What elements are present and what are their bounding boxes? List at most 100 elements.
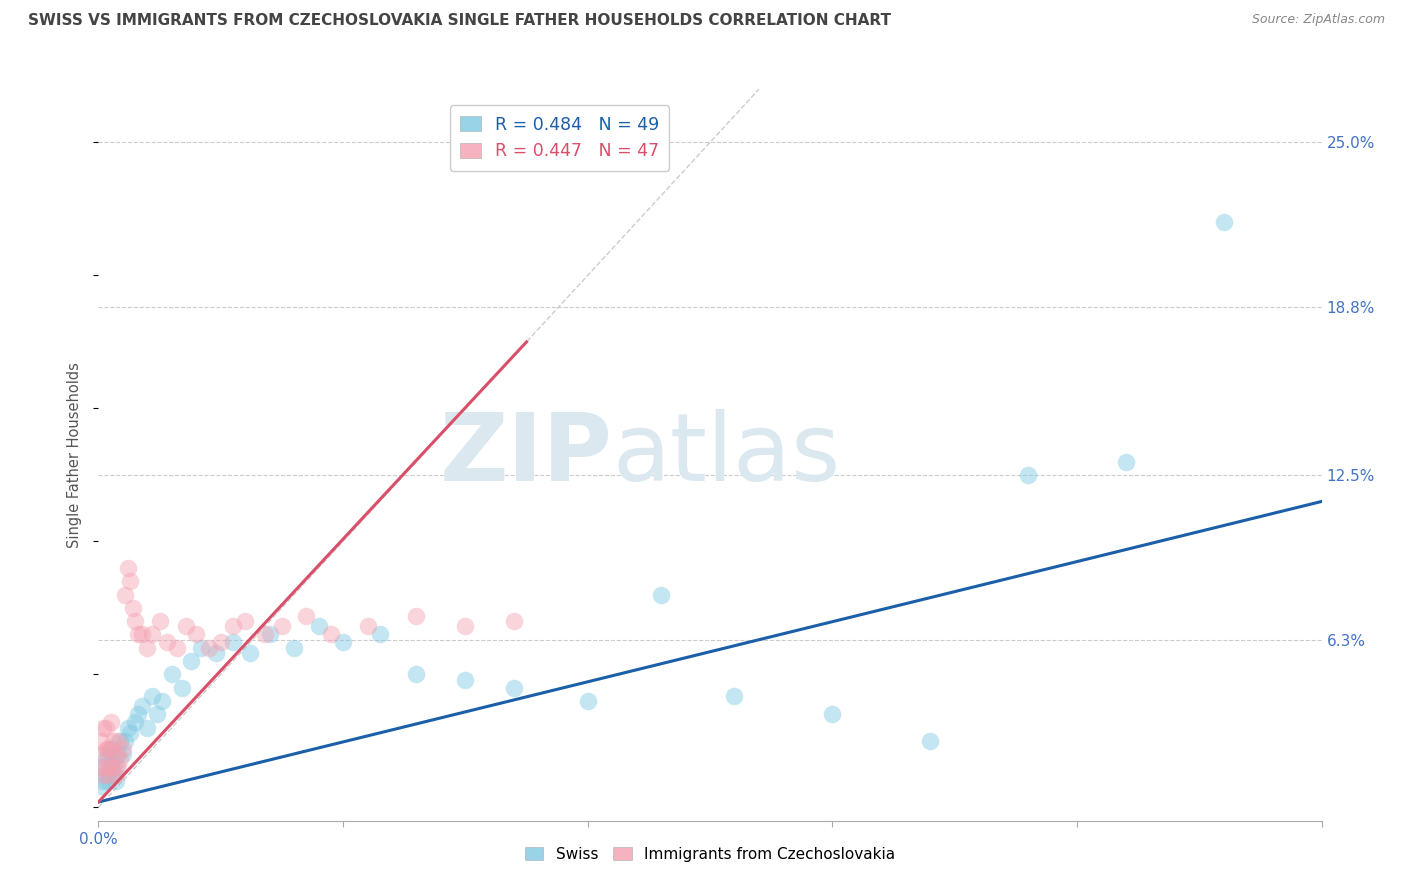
Point: [104, 760, 127, 774]
Point: [295, 608, 318, 623]
Point: [101, 734, 124, 748]
Point: [150, 694, 173, 708]
Point: [91, 760, 114, 774]
Point: [111, 747, 134, 761]
Point: [136, 640, 159, 655]
Text: ZIP: ZIP: [439, 409, 612, 501]
Point: [503, 614, 526, 628]
Point: [405, 667, 427, 681]
Point: [124, 614, 146, 628]
Point: [104, 768, 127, 782]
Point: [97, 768, 120, 782]
Point: [110, 734, 132, 748]
Legend: Swiss, Immigrants from Czechoslovakia: Swiss, Immigrants from Czechoslovakia: [519, 840, 901, 868]
Text: atlas: atlas: [612, 409, 841, 501]
Point: [97, 741, 120, 756]
Point: [141, 689, 163, 703]
Point: [239, 646, 262, 660]
Point: [146, 707, 169, 722]
Point: [821, 707, 844, 722]
Point: [1115, 454, 1137, 468]
Point: [270, 619, 294, 633]
Point: [124, 715, 146, 730]
Point: [209, 635, 232, 649]
Point: [117, 561, 139, 575]
Point: [117, 721, 139, 735]
Point: [222, 635, 245, 649]
Point: [405, 608, 427, 623]
Point: [107, 760, 129, 774]
Point: [723, 689, 745, 703]
Text: Source: ZipAtlas.com: Source: ZipAtlas.com: [1251, 13, 1385, 27]
Point: [114, 588, 136, 602]
Point: [94, 760, 117, 774]
Point: [131, 699, 153, 714]
Point: [104, 747, 127, 761]
Point: [131, 627, 153, 641]
Point: [110, 752, 132, 766]
Point: [97, 773, 120, 788]
Point: [94, 752, 117, 766]
Point: [503, 681, 526, 695]
Point: [233, 614, 256, 628]
Point: [160, 667, 183, 681]
Point: [114, 734, 136, 748]
Point: [90, 779, 112, 793]
Point: [222, 619, 245, 633]
Point: [94, 721, 117, 735]
Point: [166, 640, 188, 655]
Point: [97, 747, 120, 761]
Point: [91, 768, 114, 782]
Point: [136, 721, 159, 735]
Point: [120, 726, 142, 740]
Point: [156, 635, 179, 649]
Point: [454, 619, 477, 633]
Point: [176, 619, 198, 633]
Point: [368, 627, 391, 641]
Point: [91, 747, 114, 761]
Point: [101, 752, 124, 766]
Point: [1017, 467, 1039, 482]
Point: [107, 734, 129, 748]
Point: [197, 640, 219, 655]
Y-axis label: Single Father Households: Single Father Households: [67, 362, 83, 548]
Point: [94, 768, 117, 782]
Point: [100, 741, 122, 756]
Point: [319, 627, 342, 641]
Point: [100, 715, 122, 730]
Point: [101, 768, 124, 782]
Point: [356, 619, 378, 633]
Point: [90, 734, 112, 748]
Point: [111, 741, 134, 756]
Point: [170, 681, 193, 695]
Point: [454, 673, 477, 687]
Point: [308, 619, 330, 633]
Point: [205, 646, 228, 660]
Point: [576, 694, 599, 708]
Point: [190, 640, 212, 655]
Point: [91, 773, 114, 788]
Point: [650, 588, 672, 602]
Text: 0.0%: 0.0%: [79, 832, 118, 847]
Point: [186, 627, 208, 641]
Point: [253, 627, 276, 641]
Point: [90, 760, 112, 774]
Point: [94, 741, 117, 756]
Point: [149, 614, 172, 628]
Point: [127, 707, 149, 722]
Point: [104, 773, 127, 788]
Point: [100, 741, 122, 756]
Point: [127, 627, 149, 641]
Point: [332, 635, 354, 649]
Point: [180, 654, 202, 668]
Point: [101, 760, 124, 774]
Point: [107, 747, 129, 761]
Point: [100, 760, 122, 774]
Point: [920, 734, 942, 748]
Point: [259, 627, 281, 641]
Point: [141, 627, 163, 641]
Point: [121, 600, 143, 615]
Point: [1212, 215, 1234, 229]
Text: SWISS VS IMMIGRANTS FROM CZECHOSLOVAKIA SINGLE FATHER HOUSEHOLDS CORRELATION CHA: SWISS VS IMMIGRANTS FROM CZECHOSLOVAKIA …: [28, 13, 891, 29]
Point: [283, 640, 305, 655]
